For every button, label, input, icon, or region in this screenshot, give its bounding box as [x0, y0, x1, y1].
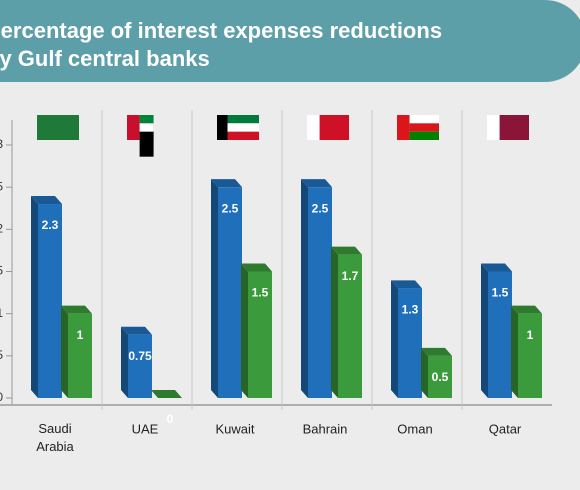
flag [217, 115, 228, 140]
bar-top [391, 280, 422, 289]
bar-side [241, 263, 248, 398]
bar-top [481, 263, 512, 272]
bar-side [31, 196, 38, 398]
data-label: 2.3 [42, 218, 59, 232]
y-tick-label: 0 [0, 390, 3, 404]
chart-title: Percentage of interest expenses reductio… [0, 18, 442, 43]
bar [518, 313, 542, 398]
bar [398, 288, 422, 398]
flag [499, 115, 529, 140]
flag [37, 115, 79, 140]
data-label: 1.5 [252, 286, 269, 300]
flag [217, 123, 259, 132]
bar-top [151, 390, 182, 398]
bar [488, 271, 512, 398]
bar [248, 271, 272, 398]
data-label: 1.3 [402, 303, 419, 317]
bar-top [331, 246, 362, 255]
x-tick-label: Oman [397, 421, 432, 436]
bar-side [481, 263, 488, 398]
flag [409, 123, 439, 132]
flag [319, 115, 349, 140]
bar [68, 313, 92, 398]
y-tick-label: 0.5 [0, 348, 3, 362]
x-tick-label: UAE [132, 421, 159, 436]
y-tick-label: 1 [0, 306, 3, 320]
bar-side [331, 246, 338, 398]
flag [217, 115, 259, 124]
data-label: 0.75 [128, 349, 152, 363]
flag [487, 115, 500, 140]
bar-side [211, 179, 218, 398]
flag [217, 131, 259, 140]
flag [409, 115, 439, 124]
header-band [0, 0, 580, 82]
bar-side [301, 179, 308, 398]
bar-top [421, 347, 452, 356]
y-tick-label: 3 [0, 137, 3, 151]
bar-top [61, 305, 92, 314]
data-label: 1 [77, 328, 84, 342]
y-tick-label: 1.5 [0, 264, 3, 278]
x-tick-label: Bahrain [303, 421, 348, 436]
bar [38, 204, 62, 398]
y-tick-label: 2 [0, 222, 3, 236]
flag [139, 131, 154, 157]
bar-top [511, 305, 542, 314]
bar-top [211, 179, 242, 188]
data-label: 0.5 [432, 370, 449, 384]
bar [128, 334, 152, 398]
data-label: 1 [527, 328, 534, 342]
x-tick-label: Qatar [489, 421, 522, 436]
data-label: 0 [167, 412, 174, 426]
bar-side [61, 305, 68, 398]
bar [308, 187, 332, 398]
bar-top [31, 196, 62, 205]
bar-side [421, 347, 428, 398]
bar [218, 187, 242, 398]
data-label: 1.7 [342, 269, 359, 283]
x-tick-label: Kuwait [215, 421, 254, 436]
flag [397, 115, 410, 140]
bar-side [121, 326, 128, 398]
chart-title: by Gulf central banks [0, 46, 210, 71]
bar [428, 355, 452, 398]
flag [409, 131, 439, 140]
bar-top [121, 326, 152, 335]
bar-side [511, 305, 518, 398]
flag [127, 115, 140, 140]
data-label: 2.5 [222, 201, 239, 215]
bar-side [391, 280, 398, 398]
data-label: 2.5 [312, 201, 329, 215]
flag [307, 115, 320, 140]
data-label: 1.5 [492, 286, 509, 300]
x-tick-label: Saudi Arabia [36, 421, 74, 454]
y-tick-label: 2.5 [0, 179, 3, 193]
bar [338, 254, 362, 398]
bar-top [301, 179, 332, 188]
bar-top [241, 263, 272, 272]
